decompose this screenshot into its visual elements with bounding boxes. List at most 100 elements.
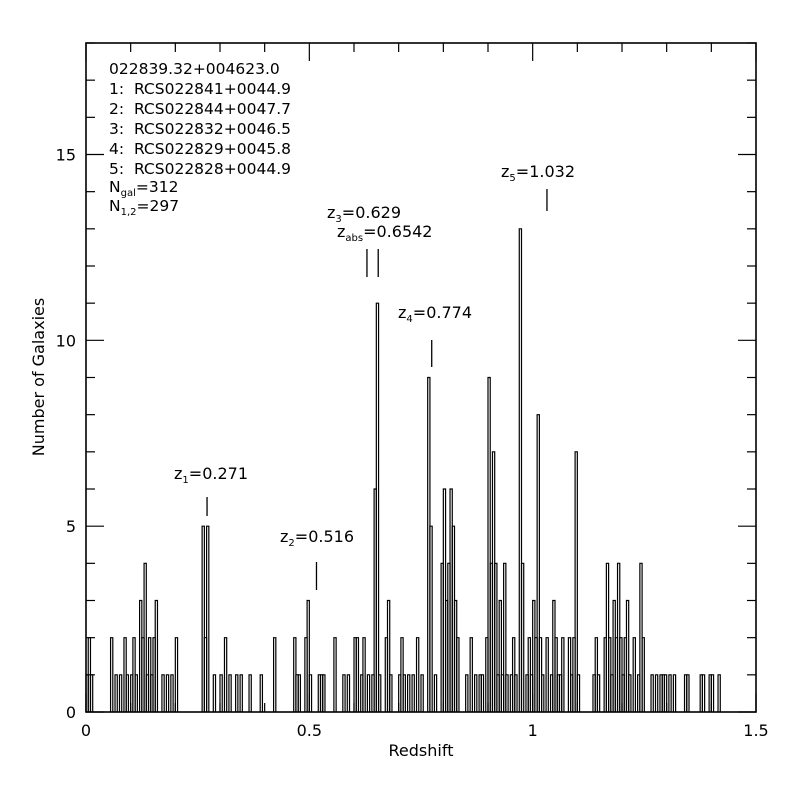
histogram-bar	[219, 674, 223, 712]
x-tick-label: 1	[528, 721, 538, 740]
histogram-bar	[480, 674, 485, 712]
axis-tick-labels: 0 0.5 1 1.5 0 5 10 15	[56, 146, 769, 741]
histogram-bar	[494, 562, 498, 712]
histogram-bar	[165, 674, 170, 712]
x-tick-label: 0	[81, 721, 91, 740]
n-gal-count: Ngal=312	[109, 178, 178, 199]
histogram-bar	[411, 674, 415, 712]
histogram-bar	[235, 674, 239, 712]
histogram-bar	[415, 637, 420, 712]
histogram-bar	[89, 674, 94, 712]
histogram-bar	[125, 674, 130, 712]
histogram-bar	[248, 674, 252, 712]
histogram-bar	[273, 637, 277, 712]
histogram-bar	[306, 599, 310, 712]
histogram-bar	[498, 599, 502, 712]
histogram-bar	[474, 674, 478, 712]
histogram-bar	[386, 599, 391, 712]
histogram-bar	[505, 674, 509, 712]
x-axis-label: Redshift	[389, 741, 454, 760]
histogram-bar	[429, 525, 433, 712]
histogram-bar	[420, 674, 424, 712]
histogram-bar	[625, 599, 630, 712]
histogram-bar	[469, 637, 473, 712]
histogram-bar	[503, 562, 507, 712]
histogram-bar	[118, 674, 123, 712]
redshift-marker-label: zabs=0.6542	[337, 222, 432, 244]
histogram-bar	[541, 674, 545, 712]
n-12-count: N1,2=297	[109, 197, 179, 218]
cluster-entry: 1: RCS022841+0044.9	[109, 80, 291, 98]
histogram-bar	[402, 674, 406, 712]
histogram-bar	[322, 674, 326, 712]
histogram-bar	[333, 637, 337, 712]
redshift-marker-label: z2=0.516	[280, 527, 354, 549]
histogram-bar	[346, 674, 351, 712]
cluster-entry: 3: RCS022832+0046.5	[109, 120, 291, 138]
histogram-bar	[239, 674, 243, 712]
redshift-marker-label: z4=0.774	[398, 303, 472, 325]
histogram-bar	[717, 674, 721, 712]
histogram-bar	[134, 674, 138, 712]
histogram-bar	[355, 637, 360, 712]
histogram-bar	[228, 674, 232, 712]
info-box: 022839.32+004623.0 1: RCS022841+0044.9 2…	[109, 60, 291, 218]
redshift-marker-label: z5=1.032	[501, 162, 575, 184]
histogram-bar	[672, 674, 677, 712]
histogram-bar	[596, 674, 601, 712]
cluster-entry: 5: RCS022828+0044.9	[109, 160, 291, 178]
histogram-bar	[701, 674, 706, 712]
histogram-bar	[170, 674, 174, 712]
y-tick-label: 15	[56, 146, 76, 165]
y-tick-label: 5	[66, 517, 76, 536]
histogram-bar	[174, 637, 179, 712]
histogram-bar	[201, 525, 205, 712]
histogram-bar	[650, 674, 654, 712]
redshift-marker-label: z1=0.271	[174, 464, 248, 486]
histogram-bar	[308, 674, 313, 712]
redshift-marker-label: z3=0.629	[327, 203, 401, 225]
histogram-bar	[576, 674, 581, 712]
x-tick-label: 0.5	[297, 721, 322, 740]
histogram-bar	[259, 674, 264, 712]
cluster-entry: 2: RCS022844+0047.7	[109, 100, 291, 118]
histogram-bar	[518, 228, 523, 712]
histogram-bar	[465, 674, 469, 712]
histogram-bar	[710, 674, 715, 712]
histogram-bar	[212, 674, 217, 712]
histogram-bar	[487, 376, 491, 712]
histogram-bar	[114, 674, 118, 712]
histogram-bar	[654, 674, 659, 712]
histogram-bar	[641, 637, 645, 712]
histogram-bar	[536, 414, 540, 712]
histogram-bar	[433, 674, 438, 712]
histogram-bar	[574, 451, 578, 712]
histogram-bar	[389, 674, 393, 712]
histogram-bar	[686, 674, 690, 712]
histogram-bar	[143, 562, 147, 712]
histogram-bars	[85, 228, 721, 712]
y-axis-label: Number of Galaxies	[29, 298, 48, 456]
histogram-bar	[514, 674, 518, 712]
axis-ticks	[85, 42, 757, 713]
histogram-bar	[632, 637, 636, 712]
histogram-bar	[545, 637, 549, 712]
histogram-bar	[342, 674, 346, 712]
y-tick-label: 10	[56, 331, 76, 350]
histogram-bar	[161, 674, 165, 712]
y-tick-label: 0	[66, 703, 76, 722]
histogram-bar	[561, 637, 565, 712]
histogram-bar	[407, 674, 411, 712]
histogram-bar	[456, 637, 460, 712]
histogram-bar	[628, 674, 632, 712]
histogram-bar	[297, 674, 301, 712]
histogram-bar	[223, 637, 228, 712]
histogram-bar	[520, 562, 525, 712]
x-tick-label: 1.5	[743, 721, 768, 740]
histogram-bar	[663, 674, 668, 712]
histogram-bar	[366, 674, 371, 712]
cluster-entry: 4: RCS022829+0045.8	[109, 140, 291, 158]
histogram-bar	[375, 302, 380, 712]
